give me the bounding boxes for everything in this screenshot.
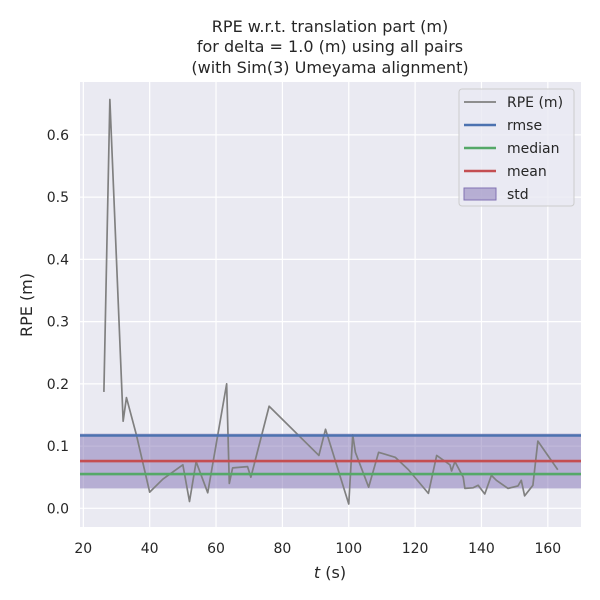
legend-label-rmse: rmse xyxy=(507,118,542,134)
legend-label-mean: mean xyxy=(507,164,547,180)
x-tick-label-6: 140 xyxy=(468,541,495,557)
y-tick-label-6: 0.6 xyxy=(47,128,69,144)
legend-box xyxy=(458,88,575,207)
legend-label-rpe-m: RPE (m) xyxy=(507,95,563,111)
y-tick-label-0: 0.0 xyxy=(47,501,69,517)
chart-title-line-2: for delta = 1.0 (m) using all pairs xyxy=(197,37,463,56)
series-line-0 xyxy=(103,98,559,505)
legend: RPE (m) rmse median mean std xyxy=(458,88,575,207)
stat-lines-layer xyxy=(80,434,581,476)
x-axis-label: t (s) xyxy=(314,563,346,582)
legend-label-median: median xyxy=(507,141,559,157)
y-tick-label-3: 0.3 xyxy=(47,315,69,331)
chart-title-line-1: RPE w.r.t. translation part (m) xyxy=(212,17,448,36)
x-tick-label-7: 160 xyxy=(534,541,561,557)
x-tick-label-0: 20 xyxy=(74,541,92,557)
x-tick-label-3: 80 xyxy=(273,541,291,557)
y-axis-label: RPE (m) xyxy=(17,273,36,337)
series-layer xyxy=(103,98,559,505)
x-tick-label-4: 100 xyxy=(335,541,362,557)
y-tick-label-4: 0.4 xyxy=(47,252,69,268)
x-axis-label-italic: t xyxy=(314,563,321,582)
y-tick-labels: 0.0 0.1 0.2 0.3 0.4 0.5 0.6 xyxy=(47,128,69,517)
x-tick-labels: 20 40 60 80 100 120 140 160 xyxy=(74,541,561,557)
y-tick-label-5: 0.5 xyxy=(47,190,69,206)
x-tick-label-1: 40 xyxy=(141,541,159,557)
legend-label-std: std xyxy=(507,187,529,203)
y-tick-label-1: 0.1 xyxy=(47,439,69,455)
y-tick-label-2: 0.2 xyxy=(47,377,69,393)
x-tick-label-5: 120 xyxy=(402,541,429,557)
legend-swatch-std xyxy=(463,187,497,201)
chart-title-line-3: (with Sim(3) Umeyama alignment) xyxy=(191,58,468,77)
x-tick-label-2: 60 xyxy=(207,541,225,557)
x-axis-label-unit: (s) xyxy=(320,563,346,582)
